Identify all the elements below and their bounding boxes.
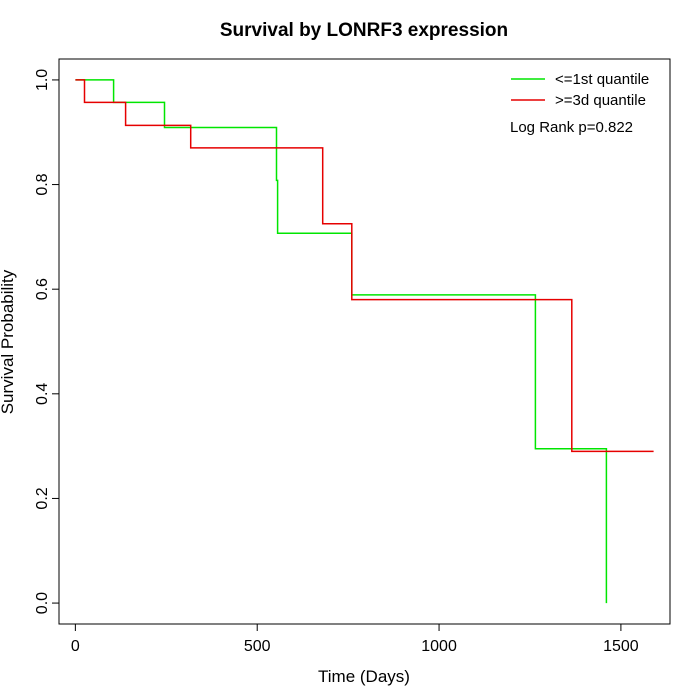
- x-axis: 0 500 1000 1500: [71, 623, 639, 655]
- legend: <=1st quantile >=3d quantile: [511, 71, 649, 109]
- y-axis: 0.0 0.2 0.4 0.6 0.8 1.0: [34, 69, 60, 614]
- plot-frame: [58, 58, 671, 625]
- y-tick-label: 0.4: [34, 383, 51, 405]
- x-tick-label: 1000: [421, 638, 457, 655]
- y-tick-label: 0.0: [34, 592, 51, 614]
- y-tick-label: 0.2: [34, 487, 51, 509]
- y-tick-label: 0.8: [34, 173, 51, 195]
- series-line-2: [75, 79, 654, 453]
- y-tick-label: 0.6: [34, 278, 51, 300]
- x-tick-label: 0: [71, 638, 80, 655]
- y-tick-label: 1.0: [34, 69, 51, 91]
- log-rank-annotation: Log Rank p=0.822: [510, 119, 633, 136]
- series-lines: [75, 79, 654, 604]
- x-axis-label: Time (Days): [318, 667, 410, 686]
- legend-label: <=1st quantile: [555, 71, 649, 88]
- legend-label: >=3d quantile: [555, 92, 646, 109]
- y-axis-label: Survival Probability: [0, 269, 17, 414]
- chart-title: Survival by LONRF3 expression: [220, 20, 508, 41]
- x-tick-label: 1500: [603, 638, 639, 655]
- series-line-1: [75, 79, 608, 604]
- x-tick-label: 500: [244, 638, 271, 655]
